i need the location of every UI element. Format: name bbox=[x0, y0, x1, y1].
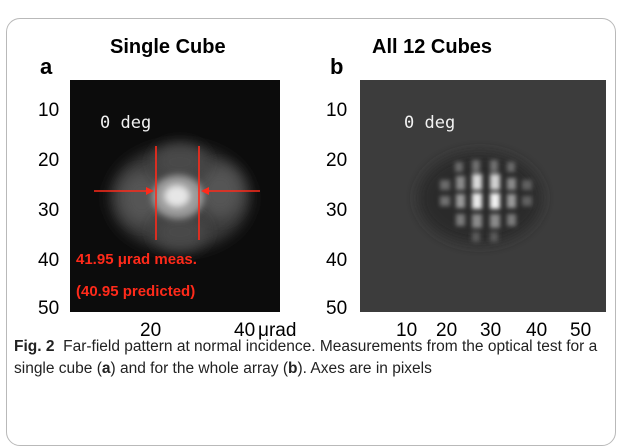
figure-caption: Fig. 2 Far-field pattern at normal incid… bbox=[14, 336, 610, 380]
panel-a-x-unit: μrad bbox=[258, 320, 297, 341]
panel-b-xtick: 40 bbox=[526, 320, 548, 341]
caption-label: Fig. 2 bbox=[14, 338, 55, 355]
panel-a-ytick: 10 bbox=[38, 100, 60, 121]
caption-ref-a: a bbox=[101, 360, 111, 377]
panel-a-angle-label: 0 deg bbox=[100, 113, 151, 133]
panel-a-image: 0 deg 41.95 μrad meas. (40.95 predicted) bbox=[70, 80, 280, 312]
panel-a-title: Single Cube bbox=[110, 36, 226, 58]
panel-a-letter: a bbox=[40, 54, 53, 79]
panel-b-ytick: 20 bbox=[326, 150, 348, 171]
caption-text: ). Axes are in pixels bbox=[297, 360, 432, 377]
panel-a-ytick: 30 bbox=[38, 200, 60, 221]
panel-b-plot-svg: 0 deg bbox=[360, 80, 606, 312]
panel-b-xtick: 30 bbox=[480, 320, 502, 341]
caption-ref-b: b bbox=[288, 360, 298, 377]
panel-a-xtick: 40 bbox=[234, 320, 256, 341]
panel-a-fwhm-markers bbox=[94, 146, 260, 240]
panel-a-measured-width: 41.95 μrad meas. bbox=[76, 251, 197, 268]
panel-a-ytick: 20 bbox=[38, 150, 60, 171]
panel-a-predicted-width: (40.95 predicted) bbox=[76, 283, 195, 300]
panel-b-xtick: 10 bbox=[396, 320, 418, 341]
caption-text: Far-field pattern at normal incidence. M… bbox=[14, 338, 598, 377]
panel-a-xtick: 20 bbox=[140, 320, 162, 341]
panel-b-xtick: 20 bbox=[436, 320, 458, 341]
panel-b-ytick: 10 bbox=[326, 100, 348, 121]
panel-b-ytick: 50 bbox=[326, 298, 348, 319]
panel-b-title: All 12 Cubes bbox=[372, 36, 493, 58]
panel-a-ytick: 40 bbox=[38, 250, 60, 271]
panel-b-xtick: 50 bbox=[570, 320, 592, 341]
panel-b-letter: b bbox=[330, 54, 344, 79]
panel-a-plot-svg: 0 deg 41.95 μrad meas. (40.95 predicted) bbox=[70, 80, 280, 312]
panel-b-interference-spots bbox=[440, 160, 532, 242]
caption-text: ) and for the whole array ( bbox=[110, 360, 288, 377]
panel-b-angle-label: 0 deg bbox=[404, 113, 455, 133]
panel-b-ytick: 30 bbox=[326, 200, 348, 221]
panel-b-ytick: 40 bbox=[326, 250, 348, 271]
panel-b-image: 0 deg bbox=[360, 80, 606, 312]
panel-a-ytick: 50 bbox=[38, 298, 60, 319]
